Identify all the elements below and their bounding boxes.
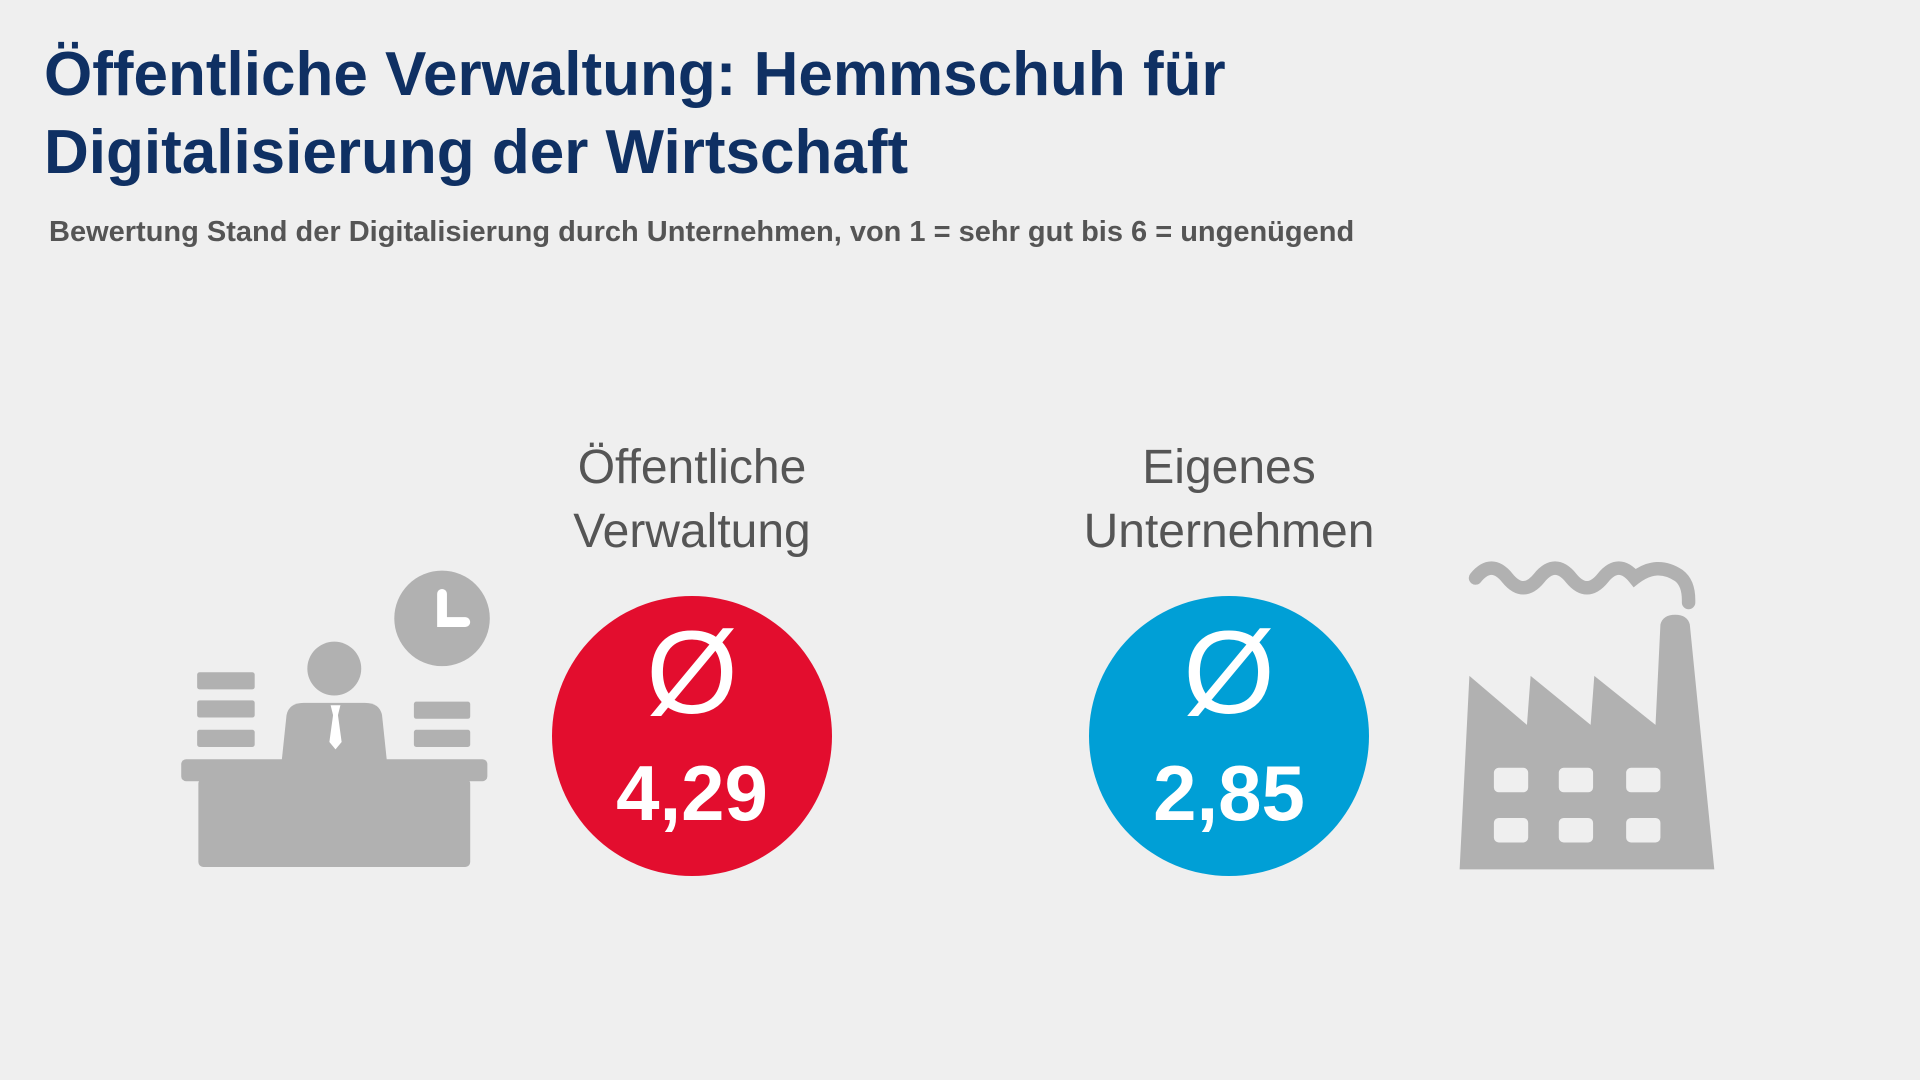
average-symbol: Ø: [1183, 607, 1275, 739]
average-symbol: Ø: [646, 607, 738, 739]
category-label: Öffentliche Verwaltung: [573, 441, 811, 558]
office-icon: [181, 570, 490, 867]
chart-title: Öffentliche Verwaltung: Hemmschuh für Di…: [44, 40, 1226, 187]
value-label: 2,85: [1153, 749, 1305, 837]
category-label: Eigenes Unternehmen: [1083, 441, 1375, 558]
chart-subtitle: Bewertung Stand der Digitalisierung durc…: [49, 216, 1355, 248]
value-label: 4,29: [616, 749, 768, 837]
icons: [181, 561, 1715, 870]
value-circle: [552, 596, 832, 876]
factory-icon: [1459, 561, 1715, 870]
value-circle: [1089, 596, 1369, 876]
